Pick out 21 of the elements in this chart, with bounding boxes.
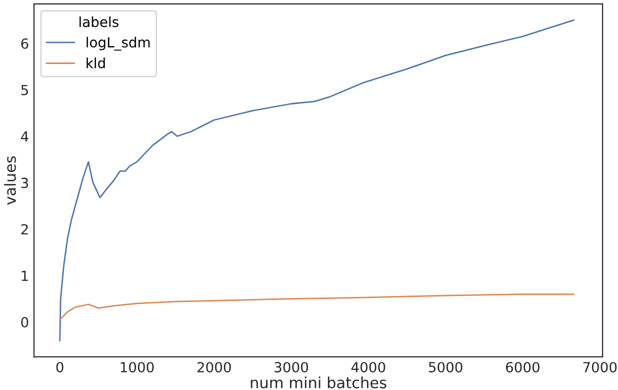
- x-tick-label: 5000: [428, 362, 462, 372]
- x-tick-label: 2000: [197, 362, 231, 372]
- y-tick-label: 4: [20, 131, 28, 142]
- y-tick-label: 3: [21, 178, 28, 188]
- x-tick-label: 1000: [120, 362, 154, 372]
- y-tick-label: 2: [21, 224, 28, 234]
- legend-title: labels: [80, 16, 118, 28]
- x-tick-label: 7000: [583, 362, 617, 372]
- x-tick-label: 0: [56, 362, 64, 372]
- x-tick-label: 4000: [351, 362, 386, 372]
- x-tick-label: 3000: [274, 362, 308, 372]
- y-tick-label: 6: [21, 38, 28, 49]
- x-tick-label: 6000: [506, 362, 540, 372]
- x-axis-title: num mini batches: [250, 376, 386, 388]
- line-series: [59, 293, 574, 320]
- y-tick-label: 5: [21, 84, 28, 96]
- legend-label: logL_sdm: [86, 36, 150, 51]
- legend-label: kld: [86, 58, 105, 68]
- y-tick-label: 0: [21, 316, 28, 328]
- y-axis-title: values: [4, 156, 16, 205]
- y-tick-label: 1: [22, 270, 28, 281]
